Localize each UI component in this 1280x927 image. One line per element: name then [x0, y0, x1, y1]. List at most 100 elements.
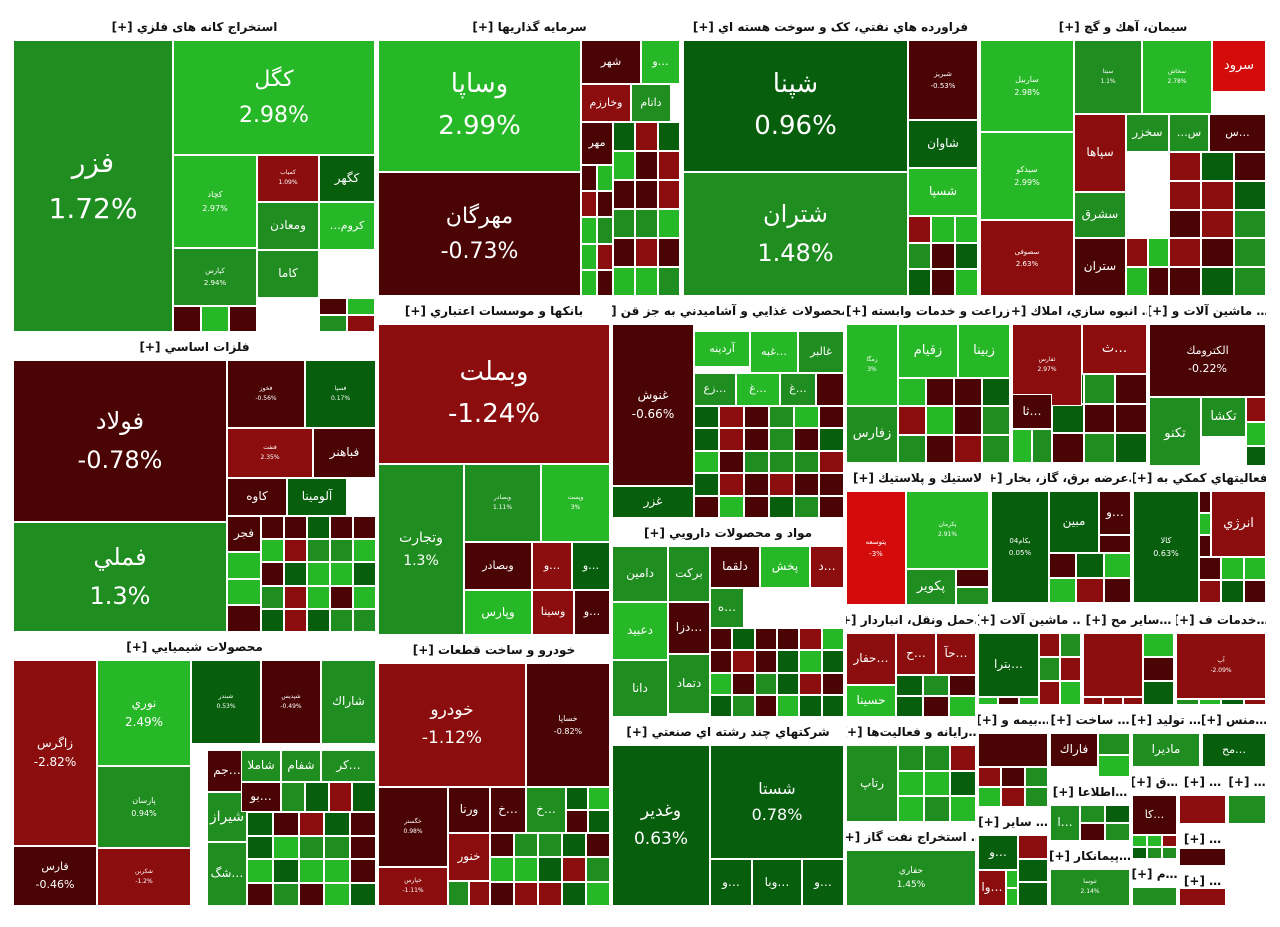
stock-tile-small[interactable]	[754, 650, 777, 673]
stock-tile-small[interactable]	[1049, 553, 1077, 578]
stock-tile[interactable]: کگهر	[319, 155, 375, 202]
stock-tile-small[interactable]	[1076, 578, 1104, 603]
stock-tile-small[interactable]	[777, 694, 800, 717]
stock-tile-small[interactable]	[597, 165, 613, 192]
stock-tile-small[interactable]	[1233, 267, 1266, 296]
stock-tile-small[interactable]	[710, 694, 733, 717]
stock-tile-small[interactable]	[1243, 699, 1266, 705]
stock-tile-small[interactable]	[227, 552, 261, 579]
stock-tile[interactable]: دلقما	[710, 546, 760, 588]
stock-tile[interactable]: شاراك	[321, 660, 376, 744]
stock-tile[interactable]: …وبا	[752, 859, 802, 906]
stock-tile-small[interactable]	[794, 406, 819, 429]
stock-tile-small[interactable]	[744, 473, 769, 496]
stock-tile-small[interactable]	[613, 122, 636, 151]
stock-tile-small[interactable]	[1039, 657, 1060, 681]
stock-tile-small[interactable]	[1083, 697, 1103, 705]
stock-tile-small[interactable]	[566, 787, 588, 810]
stock-tile[interactable]	[1179, 848, 1226, 866]
stock-tile-small[interactable]	[777, 672, 800, 695]
stock-tile[interactable]: شستا 0.78%	[710, 745, 844, 859]
stock-tile-small[interactable]	[732, 650, 755, 673]
stock-tile-small[interactable]	[635, 238, 658, 267]
stock-tile-small[interactable]	[769, 473, 794, 496]
stock-tile[interactable]: خودرو -1.12%	[378, 663, 526, 787]
stock-tile-small[interactable]	[330, 516, 353, 540]
stock-tile[interactable]: ستران	[1074, 238, 1126, 296]
stock-tile-small[interactable]	[1147, 847, 1162, 859]
stock-tile-small[interactable]	[1147, 238, 1169, 267]
stock-tile-small[interactable]	[448, 881, 469, 906]
stock-tile-small[interactable]	[719, 473, 744, 496]
stock-tile-small[interactable]	[272, 835, 299, 859]
stock-tile[interactable]: شپدیس -0.49%	[261, 660, 321, 744]
stock-tile-small[interactable]	[350, 812, 376, 836]
stock-tile[interactable]: شپنا 0.96%	[683, 40, 908, 172]
stock-tile-small[interactable]	[588, 810, 610, 833]
stock-tile-small[interactable]	[710, 650, 733, 673]
stock-tile-small[interactable]	[307, 539, 330, 563]
sector-title[interactable]: لاستيك و پلاستيك [+]	[852, 471, 983, 485]
stock-tile[interactable]: …و	[978, 835, 1018, 870]
stock-tile-small[interactable]	[982, 434, 1010, 463]
stock-tile-small[interactable]	[1103, 697, 1123, 705]
stock-tile-small[interactable]	[330, 539, 353, 563]
stock-tile-small[interactable]	[1132, 835, 1147, 847]
stock-tile[interactable]: …ه	[710, 588, 744, 628]
stock-tile-small[interactable]	[261, 516, 284, 540]
stock-tile[interactable]	[1179, 795, 1226, 824]
stock-tile-small[interactable]	[613, 238, 636, 267]
stock-tile[interactable]: کمیاب 1.09%	[257, 155, 319, 202]
stock-tile-small[interactable]	[769, 495, 794, 518]
stock-tile[interactable]	[1228, 795, 1266, 824]
sector-title[interactable]: …عرضه برق، گاز، بخار [+]	[991, 471, 1131, 485]
stock-tile-small[interactable]	[1198, 699, 1221, 705]
stock-tile-small[interactable]	[1083, 403, 1116, 434]
stock-tile[interactable]: …زع	[694, 373, 736, 406]
stock-tile[interactable]: س…	[1169, 114, 1209, 152]
stock-tile-small[interactable]	[799, 672, 822, 695]
stock-tile-small[interactable]	[298, 835, 325, 859]
stock-tile-small[interactable]	[514, 857, 538, 882]
stock-tile-small[interactable]	[1143, 681, 1174, 705]
stock-tile-small[interactable]	[744, 450, 769, 474]
stock-tile[interactable]: دامين	[612, 546, 668, 602]
stock-tile[interactable]: کروم…	[319, 202, 375, 250]
stock-tile[interactable]: …كا	[1132, 795, 1177, 835]
sector-title[interactable]: … استخراج نفت گاز [+]	[846, 830, 976, 844]
stock-tile[interactable]: دانا	[612, 660, 668, 717]
stock-tile-small[interactable]	[1233, 180, 1266, 210]
stock-tile-small[interactable]	[328, 782, 353, 812]
stock-tile-small[interactable]	[898, 434, 926, 463]
stock-tile-small[interactable]	[1246, 421, 1266, 447]
stock-tile-small[interactable]	[350, 882, 376, 906]
stock-tile-small[interactable]	[613, 151, 636, 180]
stock-tile[interactable]: وپست 3%	[541, 464, 610, 542]
stock-tile-small[interactable]	[982, 378, 1010, 407]
stock-tile-small[interactable]	[908, 269, 932, 296]
stock-tile-small[interactable]	[1162, 835, 1177, 847]
stock-tile-small[interactable]	[284, 539, 307, 563]
stock-tile[interactable]: وبملت -1.24%	[378, 324, 610, 464]
stock-tile-small[interactable]	[657, 238, 680, 267]
stock-tile-small[interactable]	[284, 516, 307, 540]
stock-tile-small[interactable]	[819, 428, 844, 451]
stock-tile[interactable]: الكترومك -0.22%	[1149, 324, 1266, 397]
stock-tile-small[interactable]	[819, 450, 844, 474]
stock-tile[interactable]: رتاپ	[846, 745, 898, 822]
stock-tile-small[interactable]	[562, 833, 586, 858]
stock-tile-small[interactable]	[732, 694, 755, 717]
stock-tile-small[interactable]	[1169, 180, 1202, 210]
stock-tile[interactable]: غنوش -0.66%	[612, 324, 694, 486]
stock-tile[interactable]: ومعادن	[257, 202, 319, 250]
stock-tile[interactable]: کچاد 2.97%	[173, 155, 257, 248]
stock-tile-small[interactable]	[1103, 553, 1131, 578]
stock-tile-small[interactable]	[777, 650, 800, 673]
stock-tile-small[interactable]	[635, 151, 658, 180]
stock-tile-small[interactable]	[657, 151, 680, 180]
stock-tile-small[interactable]	[324, 882, 351, 906]
stock-tile[interactable]: وتجارت 1.3%	[378, 464, 464, 635]
sector-title[interactable]: …رايانه و فعاليت‌ها [+]	[846, 725, 976, 739]
stock-tile[interactable]: آلومينا	[287, 478, 347, 516]
stock-tile-small[interactable]	[635, 122, 658, 151]
